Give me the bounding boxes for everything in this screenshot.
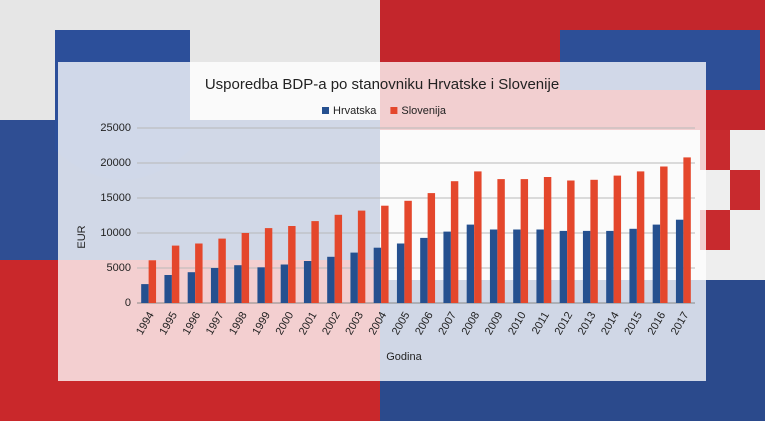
bar [148, 260, 157, 303]
bar [218, 238, 226, 303]
x-axis-label: Godina [386, 351, 422, 363]
bar [660, 166, 668, 303]
bar [257, 267, 265, 303]
legend-swatch [390, 107, 398, 114]
bar [381, 205, 389, 303]
bar [474, 171, 482, 303]
y-tick-label: 5000 [107, 262, 131, 274]
bar [171, 245, 180, 303]
y-tick-label: 20000 [100, 157, 131, 169]
bar [536, 229, 544, 303]
bar [513, 229, 521, 303]
bar [288, 226, 296, 303]
chart-title: Usporedba BDP-a po stanovniku Hrvatske i… [205, 76, 559, 93]
y-tick-label: 25000 [100, 122, 131, 134]
y-tick-label: 10000 [100, 227, 131, 239]
bar [497, 179, 505, 303]
bar [489, 229, 498, 303]
bar [683, 157, 691, 303]
bar [636, 171, 645, 303]
bar [652, 224, 661, 303]
bar [357, 210, 366, 303]
bar [466, 224, 475, 303]
bar [629, 228, 637, 303]
legend-label: Hrvatska [333, 105, 377, 117]
bar [373, 247, 382, 303]
bar [164, 275, 172, 303]
bar [520, 179, 529, 303]
legend-label: Slovenija [401, 105, 447, 117]
y-axis-label: EUR [76, 225, 88, 248]
legend-swatch [322, 107, 329, 114]
bar [264, 228, 273, 303]
bar [613, 175, 622, 303]
bar [567, 180, 575, 303]
y-tick-label: 15000 [100, 192, 131, 204]
bar [404, 200, 412, 303]
bar [443, 231, 451, 303]
bar [450, 181, 459, 303]
bar [210, 268, 219, 303]
bar [606, 230, 614, 303]
bar [303, 261, 312, 303]
bar [327, 256, 335, 303]
bar [350, 252, 358, 303]
bar [559, 230, 568, 303]
bar [234, 265, 242, 303]
bar [427, 193, 436, 303]
bar [187, 272, 196, 303]
bar [334, 214, 343, 303]
bar [582, 230, 591, 303]
bar [675, 219, 684, 303]
y-tick-label: 0 [125, 297, 131, 309]
bar [141, 284, 149, 303]
bar [311, 221, 319, 303]
bar [280, 264, 289, 303]
bar [195, 243, 203, 303]
bar [420, 237, 428, 303]
bar [590, 179, 598, 303]
bar [543, 177, 552, 303]
bar [396, 243, 405, 303]
bar [241, 233, 250, 303]
